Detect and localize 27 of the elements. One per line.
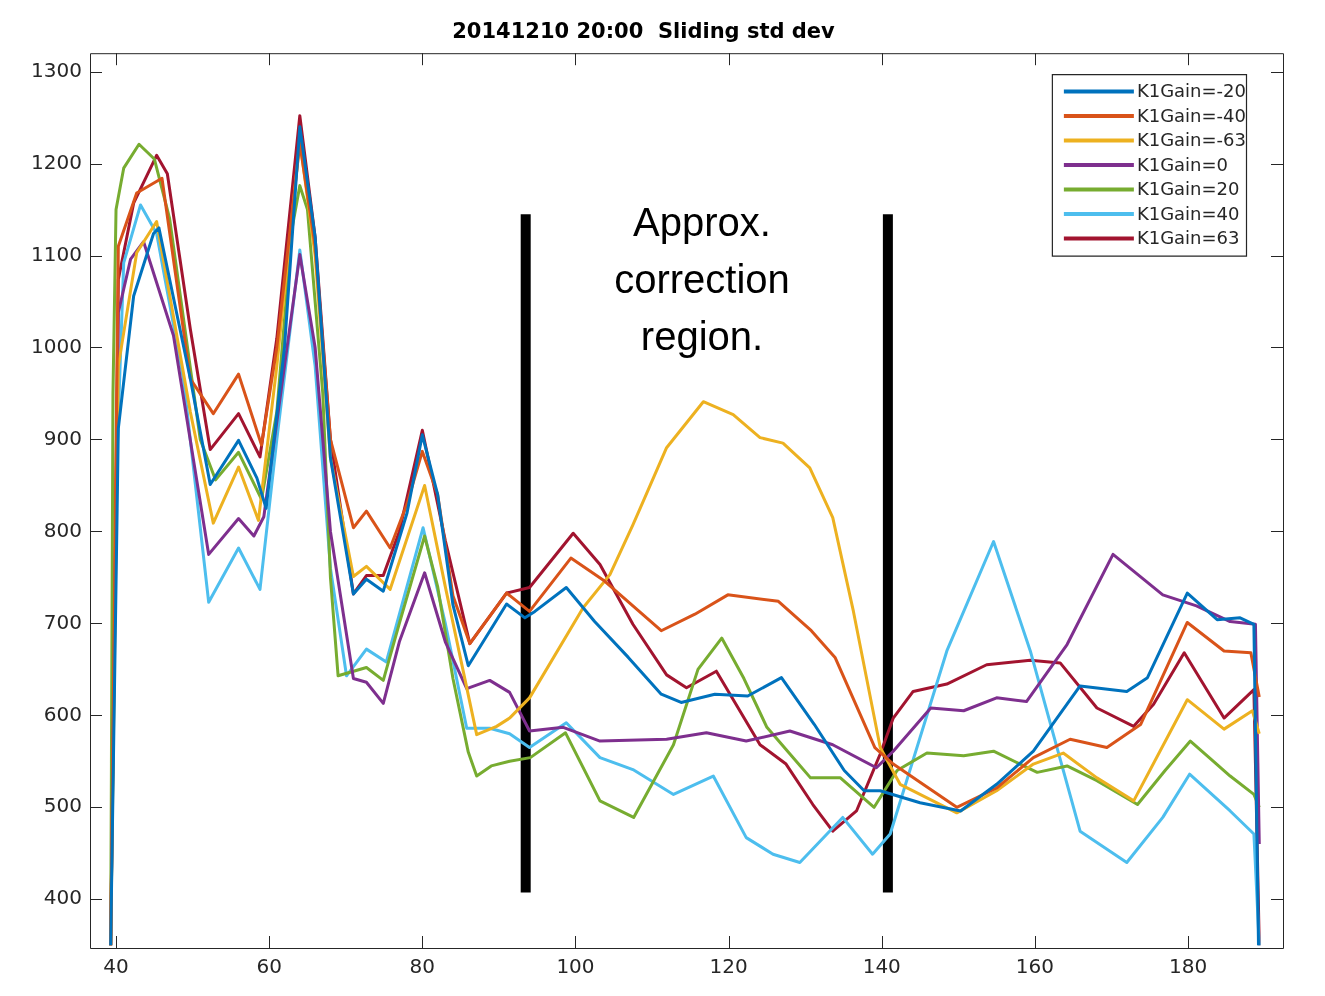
y-tick-label: 1200 — [31, 149, 82, 174]
legend-label: K1Gain=40 — [1136, 202, 1240, 224]
y-tick-label: 400 — [43, 885, 82, 910]
x-tick-label: 40 — [103, 954, 129, 979]
annotation: Approx. correction region. — [614, 200, 790, 359]
x-tick-label: 120 — [709, 954, 748, 979]
legend-label: K1Gain=-40 — [1136, 104, 1246, 126]
y-tick-label: 1000 — [31, 333, 82, 358]
legend-label: K1Gain=-63 — [1136, 129, 1246, 151]
legend-label: K1Gain=63 — [1136, 227, 1240, 249]
y-tick-label: 800 — [43, 517, 82, 542]
y-tick-label: 1100 — [31, 241, 82, 266]
y-tick-label: 900 — [43, 425, 82, 450]
y-tick-label: 500 — [43, 793, 82, 818]
y-tick-label: 600 — [43, 701, 82, 726]
x-tick-label: 180 — [1168, 954, 1208, 979]
x-tick-label: 100 — [556, 954, 595, 979]
legend-label: K1Gain=0 — [1136, 153, 1229, 175]
y-tick-label: 1300 — [31, 57, 82, 82]
y-tick-label: 700 — [43, 609, 82, 634]
x-tick-label: 160 — [1015, 954, 1054, 979]
x-tick-label: 80 — [409, 954, 436, 979]
legend-label: K1Gain=-20 — [1136, 80, 1246, 102]
x-tick-label: 60 — [256, 954, 282, 979]
legend-label: K1Gain=20 — [1136, 178, 1240, 200]
x-tick-label: 140 — [862, 954, 901, 979]
chart-title: 20141210 20:00 Sliding std dev — [452, 19, 836, 44]
